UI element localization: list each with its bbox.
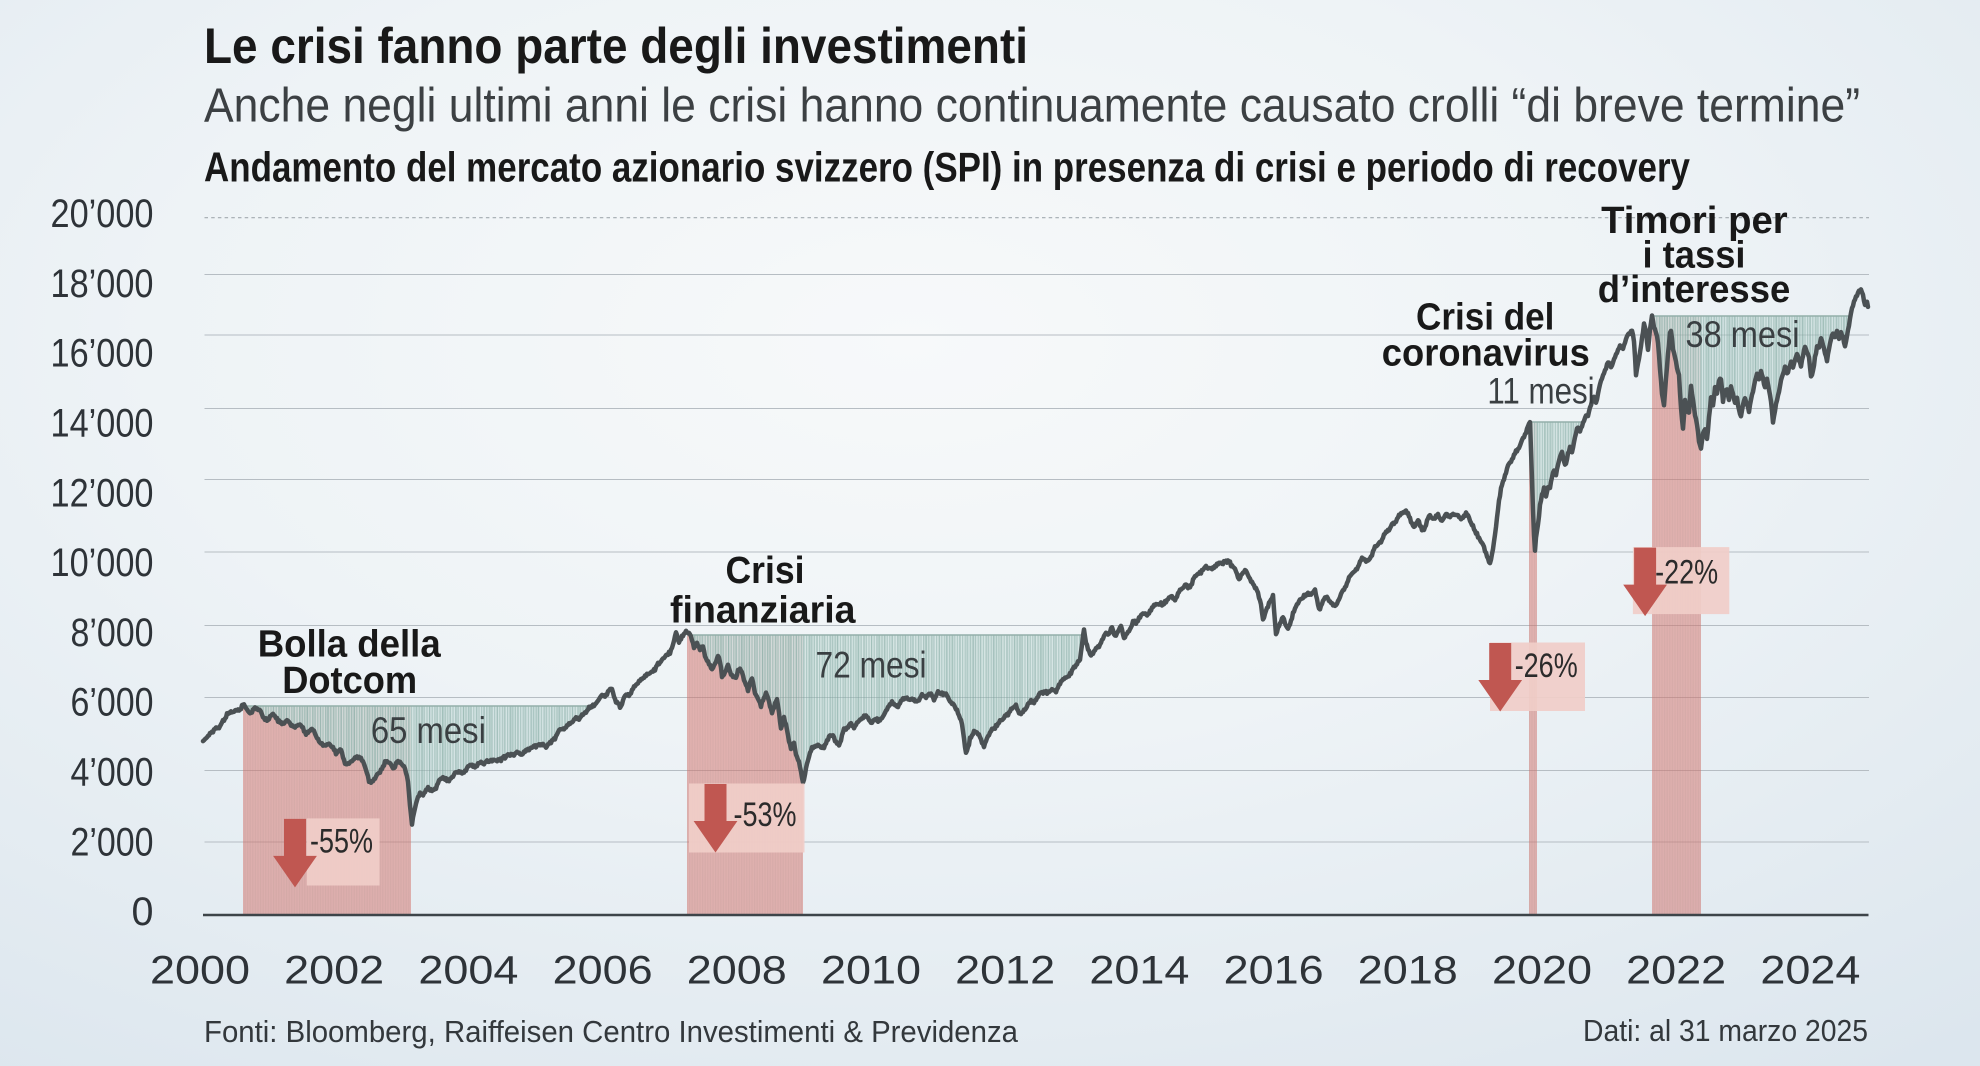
svg-text:Timori per: Timori per (1601, 200, 1788, 242)
svg-text:-22%: -22% (1655, 554, 1718, 592)
svg-text:2018: 2018 (1358, 949, 1458, 993)
svg-text:Dotcom: Dotcom (282, 660, 417, 702)
svg-text:2020: 2020 (1492, 949, 1592, 993)
svg-text:14’000: 14’000 (51, 402, 154, 446)
svg-text:72 mesi: 72 mesi (816, 644, 927, 685)
svg-text:8’000: 8’000 (71, 611, 154, 655)
svg-text:65 mesi: 65 mesi (371, 710, 486, 751)
svg-text:Crisi del: Crisi del (1416, 297, 1554, 339)
svg-text:2’000: 2’000 (71, 820, 154, 864)
svg-text:Dati: al 31 marzo 2025: Dati: al 31 marzo 2025 (1583, 1013, 1868, 1048)
svg-text:18’000: 18’000 (51, 262, 154, 306)
svg-text:2008: 2008 (687, 949, 787, 993)
svg-text:-26%: -26% (1515, 647, 1578, 685)
svg-text:i tassi: i tassi (1643, 235, 1746, 277)
svg-text:2024: 2024 (1760, 949, 1860, 993)
svg-text:Anche negli ultimi anni le cri: Anche negli ultimi anni le crisi hanno c… (204, 80, 1860, 133)
svg-text:-53%: -53% (734, 796, 797, 834)
svg-text:2012: 2012 (955, 949, 1055, 993)
svg-text:-55%: -55% (310, 823, 373, 861)
svg-text:coronavirus: coronavirus (1382, 333, 1590, 375)
svg-text:2004: 2004 (418, 949, 518, 993)
svg-text:12’000: 12’000 (51, 471, 154, 515)
svg-text:2006: 2006 (553, 949, 653, 993)
svg-text:10’000: 10’000 (51, 541, 154, 585)
svg-text:2002: 2002 (284, 949, 384, 993)
svg-text:Le crisi fanno parte degli inv: Le crisi fanno parte degli investimenti (204, 18, 1028, 74)
svg-text:Fonti: Bloomberg, Raiffeisen C: Fonti: Bloomberg, Raiffeisen Centro Inve… (204, 1014, 1019, 1049)
svg-text:38 mesi: 38 mesi (1686, 314, 1800, 355)
svg-text:2014: 2014 (1089, 949, 1189, 993)
svg-text:2000: 2000 (150, 949, 250, 993)
svg-text:16’000: 16’000 (51, 332, 154, 376)
svg-text:11 mesi: 11 mesi (1487, 370, 1594, 411)
svg-text:20’000: 20’000 (51, 192, 154, 236)
svg-text:0: 0 (132, 890, 154, 934)
svg-text:2010: 2010 (821, 949, 921, 993)
svg-text:2016: 2016 (1224, 949, 1324, 993)
svg-text:Andamento del mercato azionari: Andamento del mercato azionario svizzero… (204, 144, 1691, 191)
svg-text:Crisi: Crisi (726, 550, 805, 592)
svg-text:4’000: 4’000 (71, 751, 154, 795)
svg-text:d’interesse: d’interesse (1598, 269, 1791, 311)
svg-text:Bolla della: Bolla della (258, 624, 442, 666)
svg-text:finanziaria: finanziaria (670, 590, 856, 632)
svg-text:6’000: 6’000 (71, 681, 154, 725)
svg-text:2022: 2022 (1626, 949, 1726, 993)
